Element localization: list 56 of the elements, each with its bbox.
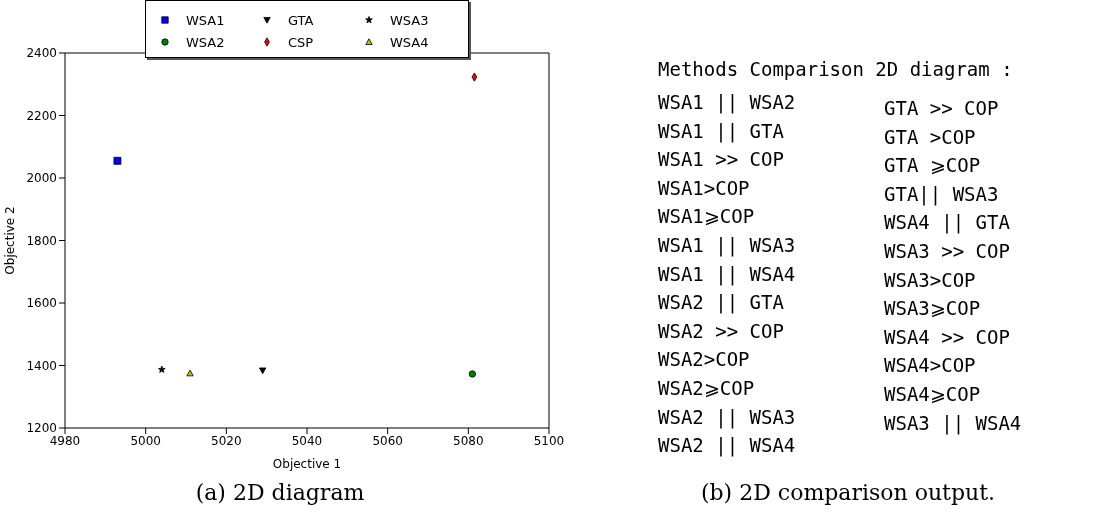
text: WSA3 || WSA4: [884, 410, 1022, 437]
x-tick-label: 5100: [533, 433, 565, 448]
text: GTA ⩾COP: [884, 153, 982, 179]
x-tick-label: 5020: [211, 433, 242, 448]
text: WSA2 || GTA: [658, 290, 785, 316]
point: [158, 365, 166, 373]
text: WSA3>COP: [884, 267, 977, 293]
text: WSA1 || WSA4: [658, 261, 796, 288]
legend-label: GTA: [288, 12, 314, 28]
text: WSA1 || GTA: [658, 118, 785, 145]
point: [468, 370, 476, 378]
text: WSA2⩾COP: [658, 375, 756, 401]
text: GTA >COP: [884, 124, 977, 150]
legend-label: WSA2: [186, 34, 225, 50]
point: [259, 367, 267, 375]
text: Methods Comparison 2D diagram :: [658, 58, 1013, 80]
text: WSA1 >> COP: [658, 147, 785, 173]
point: [186, 369, 194, 377]
y-axis-title: Objective 2: [3, 206, 18, 275]
text: WSA4>COP: [884, 353, 977, 379]
text: WSA3⩾COP: [884, 296, 982, 322]
text: WSA2 || WSA4: [658, 433, 796, 459]
x-tick-label: 5040: [291, 433, 323, 448]
text: WSA3 >> COP: [884, 238, 1011, 264]
text: WSA4 || GTA: [884, 210, 1011, 236]
x-tick-label: 5060: [372, 433, 403, 448]
y-tick-label: 1800: [26, 233, 57, 248]
text: WSA1>COP: [658, 175, 751, 201]
y-tick-label: 1400: [26, 358, 57, 373]
point: [471, 72, 478, 82]
text: WSA2 >> COP: [658, 318, 785, 344]
text: WSA4⩾COP: [884, 381, 982, 407]
text: WSA2>COP: [658, 347, 751, 373]
x-tick-label: 5080: [453, 433, 484, 448]
text: (b) 2D comparison output.: [699, 480, 997, 505]
text: GTA|| WSA3: [884, 181, 1000, 208]
text: GTA >> COP: [884, 96, 1000, 121]
text: WSA4 >> COP: [884, 324, 1011, 350]
y-tick-label: 2200: [26, 108, 57, 123]
text: (a) 2D diagram: [194, 480, 366, 505]
y-tick-label: 1200: [26, 421, 57, 436]
legend-label: WSA3: [390, 12, 429, 28]
y-tick-label: 2400: [26, 46, 57, 61]
text: WSA1⩾COP: [658, 204, 756, 230]
y-tick-label: 2000: [26, 171, 57, 186]
legend-label: WSA4: [390, 34, 429, 50]
y-tick-label: 1600: [26, 296, 57, 311]
x-axis-title: Objective 1: [272, 457, 342, 471]
legend-label: WSA1: [186, 12, 225, 28]
text: WSA1 || WSA3: [658, 232, 796, 259]
legend-label: CSP: [288, 34, 314, 50]
text: WSA2 || WSA3: [658, 404, 796, 431]
x-tick-label: 4980: [49, 433, 81, 448]
text: WSA1 || WSA2: [658, 90, 796, 116]
point: [113, 156, 122, 165]
x-tick-label: 5000: [130, 433, 161, 448]
